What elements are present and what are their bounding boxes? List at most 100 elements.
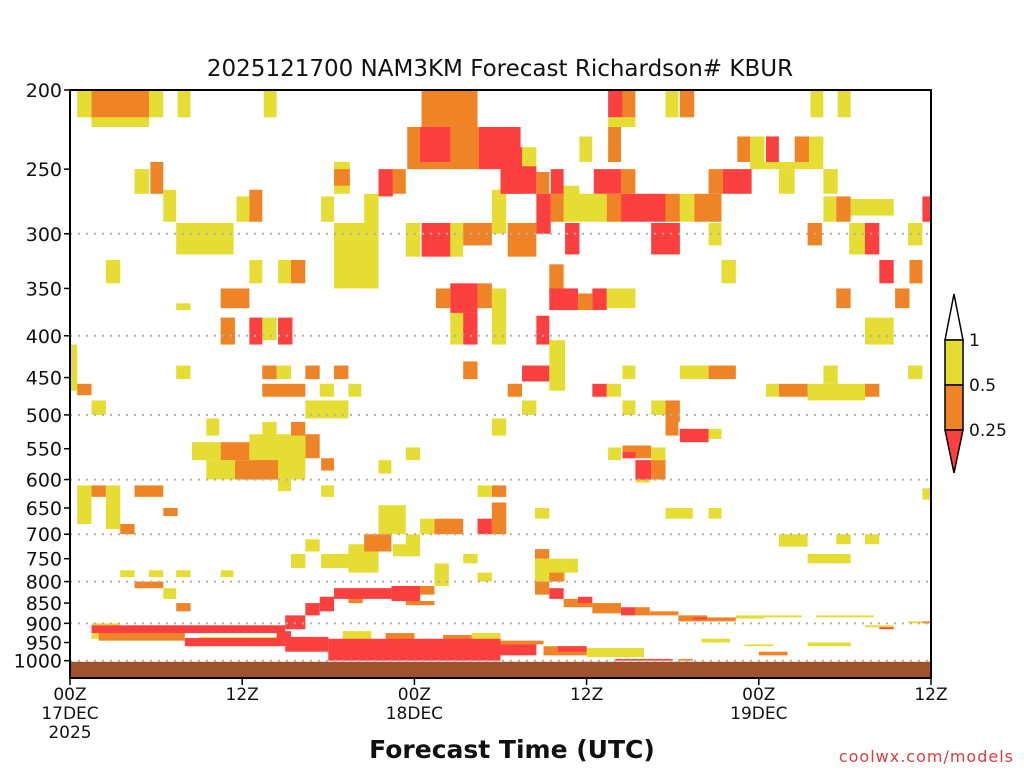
heatmap-cell <box>249 259 263 284</box>
heatmap-cell <box>477 518 492 535</box>
heatmap-cell <box>319 383 335 397</box>
heatmap-cell <box>621 607 636 616</box>
heatmap-cell <box>565 222 580 255</box>
heatmap-cell <box>621 169 636 194</box>
credit-link[interactable]: coolwx.com/models <box>839 747 1014 766</box>
heatmap-cell <box>134 169 149 194</box>
heatmap-cell <box>679 90 695 118</box>
heatmap-cell <box>220 288 250 309</box>
heatmap-cell <box>206 418 220 436</box>
heatmap-cell <box>391 585 421 601</box>
heatmap-cell <box>651 222 680 255</box>
heatmap-cell <box>701 638 731 643</box>
heatmap-cell <box>592 383 607 397</box>
heatmap-cell <box>651 400 666 415</box>
heatmap-cell <box>622 400 636 415</box>
legend-yellow-swatch <box>944 339 964 386</box>
heatmap-cell <box>500 644 537 656</box>
heatmap-cell <box>622 90 636 118</box>
heatmap-cell <box>679 428 709 443</box>
heatmap-cell <box>563 185 580 197</box>
y-tick-label: 800 <box>26 572 62 594</box>
heatmap-cell <box>522 365 550 382</box>
heatmap-cell <box>665 90 679 118</box>
heatmap-cell <box>285 615 306 630</box>
heatmap-cell <box>220 570 234 578</box>
heatmap-cell <box>148 570 164 578</box>
heatmap-cell <box>120 523 135 535</box>
heatmap-cell <box>778 383 808 397</box>
x-tick-label: 19DEC <box>730 704 787 724</box>
heatmap-cell <box>908 621 923 624</box>
heatmap-cell <box>321 553 349 569</box>
heatmap-cell <box>463 312 478 345</box>
heatmap-cell <box>249 189 263 222</box>
heatmap-cell <box>385 633 415 641</box>
heatmap-cell <box>823 196 837 222</box>
heatmap-cell <box>176 570 191 578</box>
y-tick-label: 600 <box>26 470 62 492</box>
heatmap-cell <box>707 617 736 622</box>
heatmap-cell <box>823 365 838 384</box>
heatmap-cell <box>163 507 178 517</box>
heatmap-cell <box>708 365 736 380</box>
heatmap-cell <box>405 600 435 606</box>
y-tick-label: 650 <box>26 498 62 520</box>
x-tick-label: 12Z <box>914 685 947 705</box>
legend-under-025-triangle <box>944 429 964 474</box>
legend-label: 0.25 <box>969 421 1007 441</box>
heatmap-cell <box>836 288 851 309</box>
heatmap-cell <box>586 648 644 658</box>
heatmap-cell <box>321 485 335 497</box>
x-tick-label: 2025 <box>48 723 91 743</box>
heatmap-cell <box>922 196 931 222</box>
heatmap-cell <box>321 458 335 471</box>
heatmap-cell <box>98 631 185 641</box>
heatmap-cell <box>665 507 693 519</box>
heatmap-cell <box>807 553 851 564</box>
heatmap-cell <box>864 317 894 345</box>
heatmap-cell <box>477 572 492 582</box>
heatmap-cell <box>592 288 607 311</box>
heatmap-cell <box>549 340 566 391</box>
heatmap-cell <box>507 222 537 257</box>
y-tick-label: 850 <box>26 593 62 615</box>
heatmap-cell <box>608 117 636 128</box>
x-axis-label: Forecast Time (UTC) <box>369 735 655 764</box>
heatmap-cell <box>290 421 306 436</box>
heatmap-cell <box>463 361 478 380</box>
heatmap-cell <box>522 147 537 170</box>
heatmap-cell <box>522 400 537 415</box>
heatmap-cell <box>334 222 378 289</box>
heatmap-cell <box>635 460 652 480</box>
heatmap-cell <box>220 317 236 345</box>
heatmap-cell <box>491 288 507 345</box>
heatmap-cell <box>249 317 263 345</box>
heatmap-cell <box>378 505 406 535</box>
heatmap-cell <box>276 365 291 380</box>
heatmap-cell <box>263 90 277 118</box>
heatmap-cell <box>434 563 449 586</box>
heatmap-cell <box>549 264 564 294</box>
heatmap-cell <box>77 485 92 524</box>
heatmap-cell <box>665 421 679 436</box>
heatmap-cell <box>649 611 679 616</box>
heatmap-cell <box>549 288 578 311</box>
heatmap-cell <box>908 222 923 246</box>
x-tick-label: 00Z <box>53 685 86 705</box>
heatmap-cell <box>810 90 824 118</box>
heatmap-cell <box>236 196 250 222</box>
heatmap-cell <box>507 166 537 194</box>
ground-fill <box>70 661 931 678</box>
heatmap-cell <box>405 222 421 257</box>
heatmap-cell <box>191 442 221 461</box>
heatmap-cell <box>679 365 709 380</box>
heatmap-cell <box>549 588 564 599</box>
heatmap-cell <box>765 136 779 162</box>
heatmap-cells <box>70 90 931 661</box>
heatmap-cell <box>809 136 824 162</box>
heatmap-cell <box>908 365 923 380</box>
heatmap-cell <box>665 400 680 422</box>
heatmap-cell <box>91 400 106 415</box>
